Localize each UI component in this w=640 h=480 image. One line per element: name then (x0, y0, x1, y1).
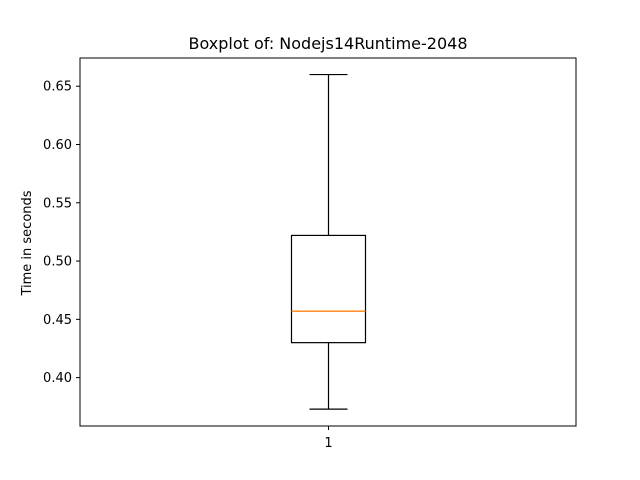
x-tick-label: 1 (324, 436, 332, 451)
iqr-box (290, 234, 367, 344)
y-tick-label: 0.40 (43, 371, 72, 386)
y-tick-label: 0.65 (43, 80, 72, 95)
y-tick-label: 0.60 (43, 138, 72, 153)
y-tick-label: 0.45 (43, 313, 72, 328)
y-axis-label: Time in seconds (20, 190, 35, 296)
y-tick-label: 0.50 (43, 255, 72, 270)
plot-area: 0.40 0.45 0.50 0.55 0.60 0.65 1 (43, 57, 577, 451)
chart-title: Boxplot of: Nodejs14Runtime-2048 (188, 34, 467, 53)
y-tick-label: 0.55 (43, 196, 72, 211)
